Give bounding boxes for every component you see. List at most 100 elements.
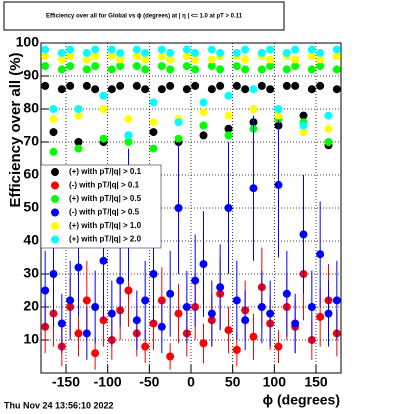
data-point	[141, 342, 150, 351]
data-point	[124, 138, 133, 146]
legend-marker	[51, 235, 59, 244]
data-point	[316, 55, 325, 64]
data-point	[199, 260, 208, 269]
x-tick-label: -50	[139, 374, 159, 390]
data-point	[132, 45, 141, 54]
data-point	[307, 52, 316, 61]
legend-label: (-) with pT/|q| > 0.1	[69, 181, 140, 190]
data-point	[316, 250, 325, 259]
data-point	[291, 319, 300, 328]
data-point	[207, 55, 216, 64]
data-point	[66, 62, 75, 71]
y-axis-label: Efficiency over all (%)	[7, 52, 24, 207]
data-point	[116, 55, 125, 64]
y-tick-label: 50	[23, 199, 39, 215]
data-point	[282, 48, 291, 57]
data-point	[249, 105, 258, 113]
data-point	[91, 52, 100, 61]
data-point	[57, 85, 66, 94]
data-point	[174, 309, 183, 318]
data-point	[124, 286, 133, 295]
data-point	[91, 303, 100, 311]
data-point	[232, 81, 241, 90]
data-point	[49, 147, 58, 156]
data-point	[324, 309, 333, 318]
legend-label: (+) with pT/|q| > 2.0	[69, 235, 142, 244]
y-tick-label: 100	[16, 34, 40, 50]
data-point	[224, 111, 233, 120]
data-point	[249, 85, 258, 94]
data-point	[182, 52, 191, 61]
data-point	[157, 322, 166, 331]
data-point	[241, 85, 250, 94]
data-point	[324, 111, 333, 120]
data-point	[57, 48, 66, 57]
data-point	[216, 65, 225, 74]
data-point	[41, 45, 50, 54]
data-point	[291, 62, 300, 71]
data-point	[224, 91, 233, 100]
data-point	[66, 45, 75, 54]
data-point	[241, 55, 250, 64]
data-point	[266, 85, 275, 94]
data-point	[82, 296, 91, 305]
data-point	[141, 55, 150, 64]
data-point	[274, 180, 283, 189]
data-point	[241, 65, 250, 74]
data-point	[132, 81, 141, 90]
data-point	[207, 62, 216, 71]
data-point	[299, 121, 308, 130]
data-point	[41, 62, 50, 71]
data-point	[182, 62, 191, 71]
x-tick-label: -150	[52, 374, 80, 390]
data-point	[199, 339, 208, 348]
data-point	[199, 131, 208, 140]
data-point	[74, 138, 83, 146]
data-point	[291, 45, 300, 54]
data-point	[257, 303, 266, 311]
data-point	[274, 342, 283, 351]
data-point	[157, 45, 166, 54]
y-tick-label: 90	[23, 67, 39, 83]
data-point	[107, 309, 116, 318]
data-point	[74, 329, 83, 338]
data-point	[99, 256, 108, 265]
legend-label: (-) with pT/|q| > 0.5	[69, 208, 140, 217]
data-point	[41, 286, 50, 295]
data-point	[282, 65, 291, 74]
data-point	[132, 62, 141, 71]
y-tick-label: 70	[23, 133, 39, 149]
y-tick-label: 20	[23, 298, 39, 314]
data-point	[149, 118, 158, 127]
data-point	[249, 332, 258, 341]
data-point	[182, 45, 191, 54]
legend-box	[40, 164, 162, 249]
y-tick-label: 40	[23, 232, 39, 248]
data-point	[224, 204, 233, 212]
data-point	[191, 48, 200, 57]
data-point	[216, 283, 225, 292]
data-point	[57, 55, 66, 64]
data-point	[174, 204, 183, 212]
data-point	[82, 48, 91, 57]
data-point	[82, 329, 91, 338]
data-point	[316, 81, 325, 90]
data-point	[199, 98, 208, 107]
legend-marker	[51, 222, 59, 230]
data-point	[166, 65, 175, 74]
data-point	[291, 55, 300, 64]
data-point	[191, 55, 200, 64]
data-point	[157, 62, 166, 71]
data-point	[282, 81, 291, 90]
data-point	[241, 45, 250, 54]
data-point	[66, 52, 75, 61]
data-point	[157, 52, 166, 61]
data-point	[266, 55, 275, 64]
data-point	[257, 81, 266, 90]
data-point	[107, 85, 116, 94]
data-point	[207, 309, 216, 318]
data-point	[216, 81, 225, 90]
data-point	[224, 326, 233, 335]
data-point	[316, 48, 325, 57]
